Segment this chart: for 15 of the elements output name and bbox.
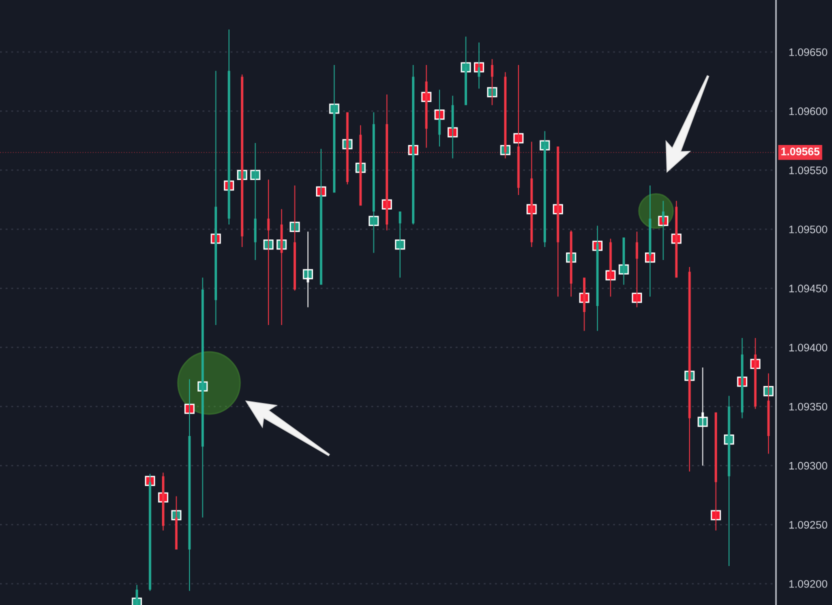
y-tick-label: 1.09200 — [789, 580, 828, 588]
y-tick-label: 1.09450 — [789, 284, 828, 292]
y-tick-label: 1.09400 — [789, 344, 828, 352]
y-tick-label: 1.09600 — [789, 107, 828, 116]
y-tick-label: 1.09650 — [789, 48, 828, 56]
y-tick-label: 1.09300 — [789, 462, 828, 470]
y-tick-label: 1.09500 — [789, 226, 828, 234]
y-tick-label: 1.09250 — [789, 521, 828, 529]
ref-line-label: 1.09565 — [781, 148, 820, 156]
point — [290, 222, 300, 232]
point — [250, 170, 260, 180]
point — [368, 216, 379, 226]
y-tick-label: 1.09350 — [789, 402, 828, 411]
y-tick-label: 1.09550 — [789, 166, 828, 174]
point — [329, 104, 340, 114]
